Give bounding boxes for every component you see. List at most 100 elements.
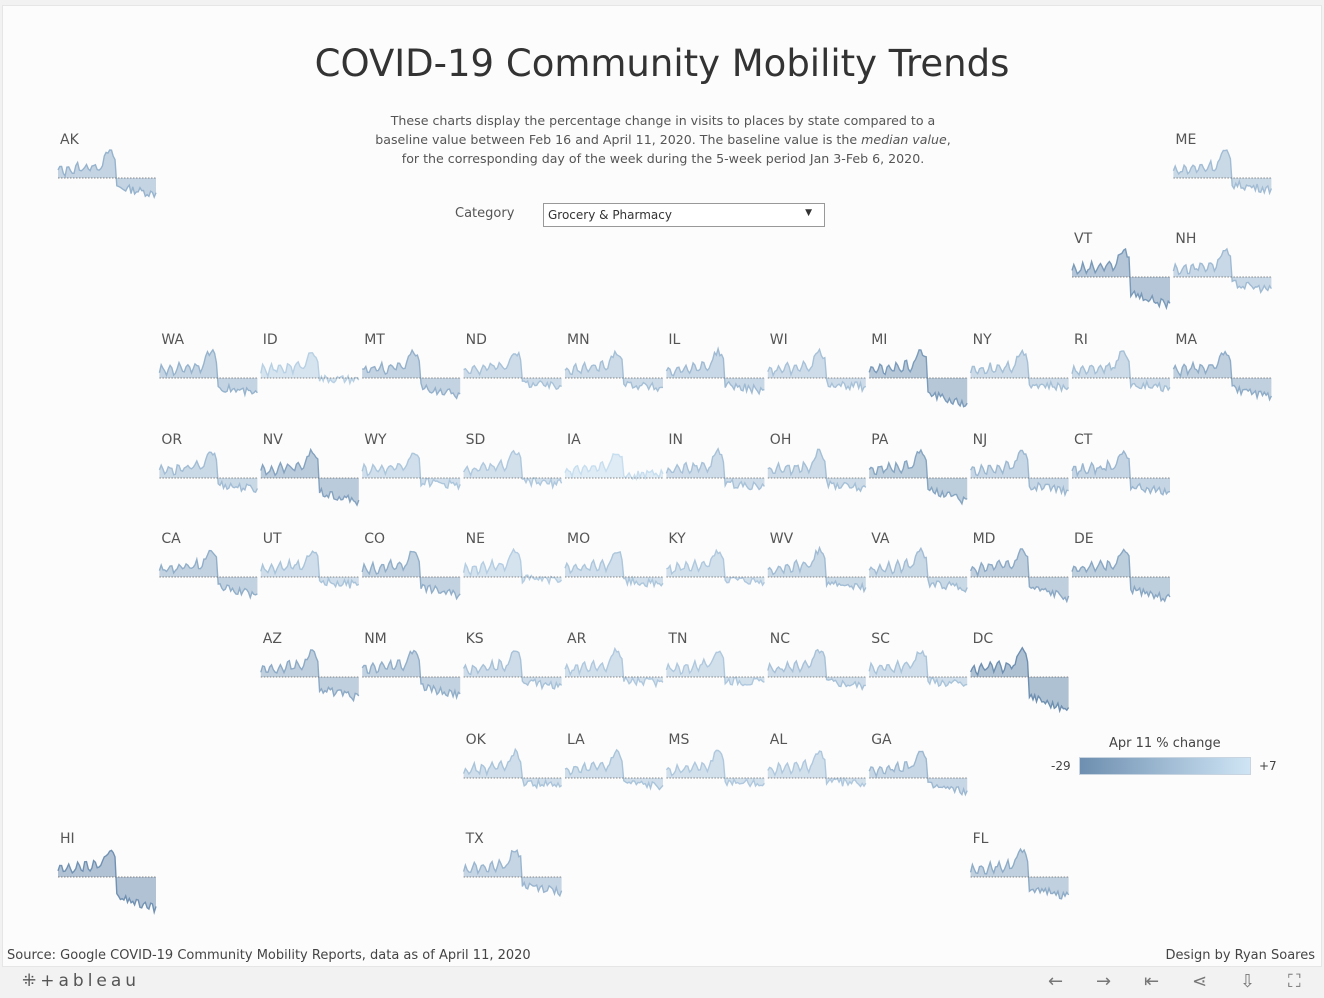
state-tile-ga[interactable]: GA [868,732,968,797]
state-tile-wa[interactable]: WA [158,332,258,398]
state-line-vt [1071,247,1171,311]
state-area-tn [666,651,765,686]
state-tile-mo[interactable]: MO [564,531,664,589]
state-tile-ok[interactable]: OK [462,732,563,790]
state-label: AK [60,132,80,148]
state-area-il [666,348,765,394]
state-line-ar [564,646,664,689]
state-label: ND [466,332,487,348]
state-tile-ms[interactable]: MS [665,732,765,788]
tableau-logo[interactable]: ⁜+ableau [22,971,140,991]
share-icon[interactable]: ⋖ [1192,971,1208,992]
state-tile-co[interactable]: CO [361,531,461,601]
state-label: MI [871,332,887,348]
state-tile-ny[interactable]: NY [969,332,1070,393]
subtitle-line-2b: , [946,132,951,147]
state-label: CA [161,531,181,547]
state-tile-nv[interactable]: NV [260,432,360,507]
state-label: IN [668,432,683,448]
state-tile-va[interactable]: VA [868,531,968,593]
state-label: IA [567,432,581,448]
state-area-ca [159,550,258,598]
state-tile-ca[interactable]: CA [158,531,258,600]
state-tile-id[interactable]: ID [260,332,360,386]
state-tile-wy[interactable]: WY [361,432,461,491]
state-line-tn [665,650,765,687]
state-tile-me[interactable]: ME [1172,132,1273,196]
state-tile-ne[interactable]: NE [462,531,563,586]
state-tile-fl[interactable]: FL [969,831,1070,900]
state-area-ak [58,150,156,198]
source-note: Source: Google COVID-19 Community Mobili… [7,948,531,963]
state-tile-ut[interactable]: UT [260,531,360,589]
state-tile-il[interactable]: IL [665,332,765,396]
undo-icon[interactable]: ← [1048,971,1064,992]
state-line-mi [868,349,968,408]
state-tile-mn[interactable]: MN [564,332,664,393]
state-tile-sc[interactable]: SC [868,631,968,688]
state-tile-ma[interactable]: MA [1172,332,1273,402]
state-tile-hi[interactable]: HI [57,831,157,915]
state-area-ok [463,749,562,788]
state-area-ri [1072,351,1170,392]
state-label: DC [973,631,994,647]
tableau-toolbar: ⁜+ableau ← → ⇤ ⋖ ⇩ ⛶ [0,967,1324,998]
download-icon[interactable]: ⇩ [1240,971,1256,992]
state-tile-or[interactable]: OR [158,432,259,494]
state-tile-md[interactable]: MD [969,531,1070,604]
state-tile-oh[interactable]: OH [767,432,867,493]
state-line-wi [767,347,867,394]
state-tile-tn[interactable]: TN [665,631,765,687]
dashboard: COVID-19 Community Mobility Trends These… [2,5,1322,967]
state-area-or [159,452,258,493]
state-area-mo [565,551,663,587]
state-line-va [868,546,968,593]
state-label: NJ [973,432,988,448]
state-tile-pa[interactable]: PA [868,432,968,506]
state-tile-nj[interactable]: NJ [969,432,1069,498]
state-line-mt [362,348,461,400]
state-tile-ky[interactable]: KY [666,531,765,587]
state-tile-in[interactable]: IN [665,432,765,491]
state-label: CO [364,531,385,547]
state-label: OK [466,732,487,748]
state-tile-nd[interactable]: ND [463,332,562,391]
state-tile-nm[interactable]: NM [361,631,461,701]
state-tile-mi[interactable]: MI [868,332,968,408]
state-tile-al[interactable]: AL [767,732,867,788]
state-label: KY [668,531,686,547]
state-line-nh [1172,247,1272,295]
state-tile-wv[interactable]: WV [767,531,867,594]
state-tile-vt[interactable]: VT [1071,231,1171,311]
state-tile-ri[interactable]: RI [1071,332,1171,393]
state-tile-la[interactable]: LA [564,732,664,791]
state-tile-az[interactable]: AZ [260,631,360,703]
state-line-al [767,750,867,788]
state-tile-wi[interactable]: WI [767,332,867,394]
fullscreen-icon[interactable]: ⛶ [1288,971,1301,992]
state-tile-de[interactable]: DE [1071,531,1171,603]
state-label: AR [567,631,587,647]
state-label: OR [161,432,182,448]
state-line-de [1071,548,1171,603]
redo-icon[interactable]: → [1096,971,1112,992]
state-tile-sd[interactable]: SD [463,432,563,490]
state-tile-ks[interactable]: KS [462,631,563,691]
subtitle-emphasis: median value [861,132,947,147]
state-tile-tx[interactable]: TX [462,831,563,898]
category-dropdown[interactable]: Grocery & Pharmacy ▼ [543,203,825,227]
state-label: VA [871,531,890,547]
state-tile-nh[interactable]: NH [1172,231,1272,295]
state-line-pa [868,448,968,506]
state-tile-ar[interactable]: AR [564,631,664,689]
state-tile-mt[interactable]: MT [362,332,461,400]
state-tile-ct[interactable]: CT [1071,432,1171,496]
state-tile-ia[interactable]: IA [564,432,664,482]
state-area-sc [869,651,968,687]
state-tile-ak[interactable]: AK [57,132,157,200]
state-area-me [1173,150,1272,194]
state-line-ct [1071,449,1171,496]
state-tile-nc[interactable]: NC [767,631,866,691]
revert-icon[interactable]: ⇤ [1144,971,1160,992]
state-tile-dc[interactable]: DC [969,631,1070,714]
